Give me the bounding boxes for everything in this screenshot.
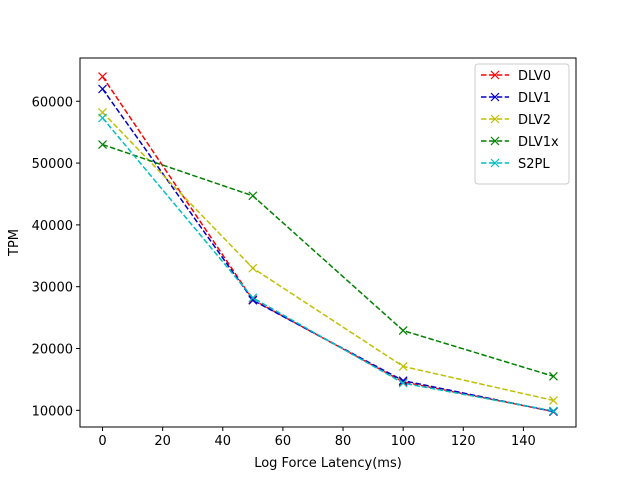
data-point-dlv2-stroke [248, 263, 258, 273]
y-axis: 10000 20000 30000 40000 50000 60000 [32, 95, 80, 419]
legend-marker-stroke [490, 70, 500, 80]
x-tick-label: 40 [215, 434, 232, 449]
legend-label: DLV2 [518, 113, 551, 128]
x-tick-label: 80 [335, 434, 352, 449]
x-tick-label: 120 [451, 434, 476, 449]
data-point-s2pl-stroke [248, 293, 258, 303]
data-point-dlv0-stroke [398, 377, 408, 387]
data-point-dlv1x [248, 191, 258, 201]
series-dlv2 [98, 107, 558, 405]
legend-marker-stroke [490, 136, 500, 146]
x-tick-label: 60 [275, 434, 292, 449]
data-point-s2pl [248, 293, 258, 303]
data-point-s2pl [549, 406, 558, 416]
legend-label: DLV0 [518, 69, 551, 84]
data-point-dlv1 [248, 295, 258, 305]
data-point-dlv1-stroke [248, 295, 258, 305]
data-point-s2pl-stroke [98, 113, 107, 123]
data-point-s2pl-stroke [398, 378, 408, 388]
data-point-dlv0 [98, 72, 107, 81]
series-line-dlv1x [102, 143, 554, 378]
y-tick-label: 60000 [32, 95, 73, 110]
legend-entry-dlv0: DLV0 [481, 69, 551, 84]
data-point-dlv2 [549, 395, 558, 405]
data-point-dlv1x-stroke [248, 191, 258, 201]
y-tick-label: 40000 [32, 219, 73, 234]
data-point-dlv1-stroke [98, 84, 107, 94]
y-tick-label: 50000 [32, 157, 73, 172]
data-point-dlv1 [398, 376, 408, 386]
legend-marker [490, 136, 500, 146]
series-s2pl [98, 113, 558, 416]
series-dlv1x [98, 140, 558, 381]
legend-entry-dlv2: DLV2 [481, 113, 551, 128]
legend-entry-dlv1x: DLV1x [481, 135, 559, 150]
legend: DLV0 DLV1 DLV2 DLV1x S2PL [474, 63, 570, 185]
data-point-dlv2 [398, 362, 408, 371]
legend-entry-dlv1: DLV1 [481, 91, 551, 106]
legend-marker-stroke [490, 158, 500, 168]
data-point-dlv1x [549, 371, 558, 381]
data-point-dlv0-stroke [98, 72, 107, 81]
plot-frame [79, 57, 577, 428]
legend-marker [490, 158, 500, 168]
legend-marker-stroke [490, 92, 500, 102]
x-tick-label: 100 [391, 434, 416, 449]
y-tick-label: 30000 [32, 281, 73, 296]
data-point-dlv1x-stroke [98, 140, 107, 149]
data-point-dlv1x [398, 326, 408, 336]
x-tick-label: 0 [98, 434, 106, 449]
data-point-dlv2 [248, 263, 258, 273]
data-point-dlv2-stroke [398, 362, 408, 371]
legend-label: S2PL [518, 157, 550, 172]
y-tick-label: 20000 [32, 343, 73, 358]
data-point-dlv1x [98, 140, 107, 149]
data-point-s2pl-stroke [549, 406, 558, 416]
data-point-s2pl [98, 113, 107, 123]
legend-marker [490, 114, 500, 124]
legend-marker [490, 92, 500, 102]
data-point-dlv1 [98, 84, 107, 94]
legend-marker [490, 70, 500, 80]
y-tick-label: 10000 [32, 404, 73, 419]
x-tick-label: 20 [154, 434, 171, 449]
legend-entry-s2pl: S2PL [481, 157, 550, 172]
legend-marker-stroke [490, 114, 500, 124]
series-line-s2pl [101, 117, 554, 412]
data-point-dlv1x-stroke [398, 326, 408, 336]
x-axis-label: Log Force Latency(ms) [254, 456, 402, 471]
x-axis: 0 20 40 60 80 100 120 140 [98, 427, 536, 449]
data-point-dlv2-stroke [549, 395, 558, 405]
x-tick-label: 140 [511, 434, 536, 449]
legend-label: DLV1x [518, 135, 559, 150]
legend-label: DLV1 [518, 91, 551, 106]
data-point-dlv1-stroke [398, 376, 408, 386]
plot-marks [98, 72, 558, 416]
data-point-s2pl [398, 378, 408, 388]
data-point-dlv1x-stroke [549, 371, 558, 381]
y-axis-label: TPM [7, 229, 22, 257]
